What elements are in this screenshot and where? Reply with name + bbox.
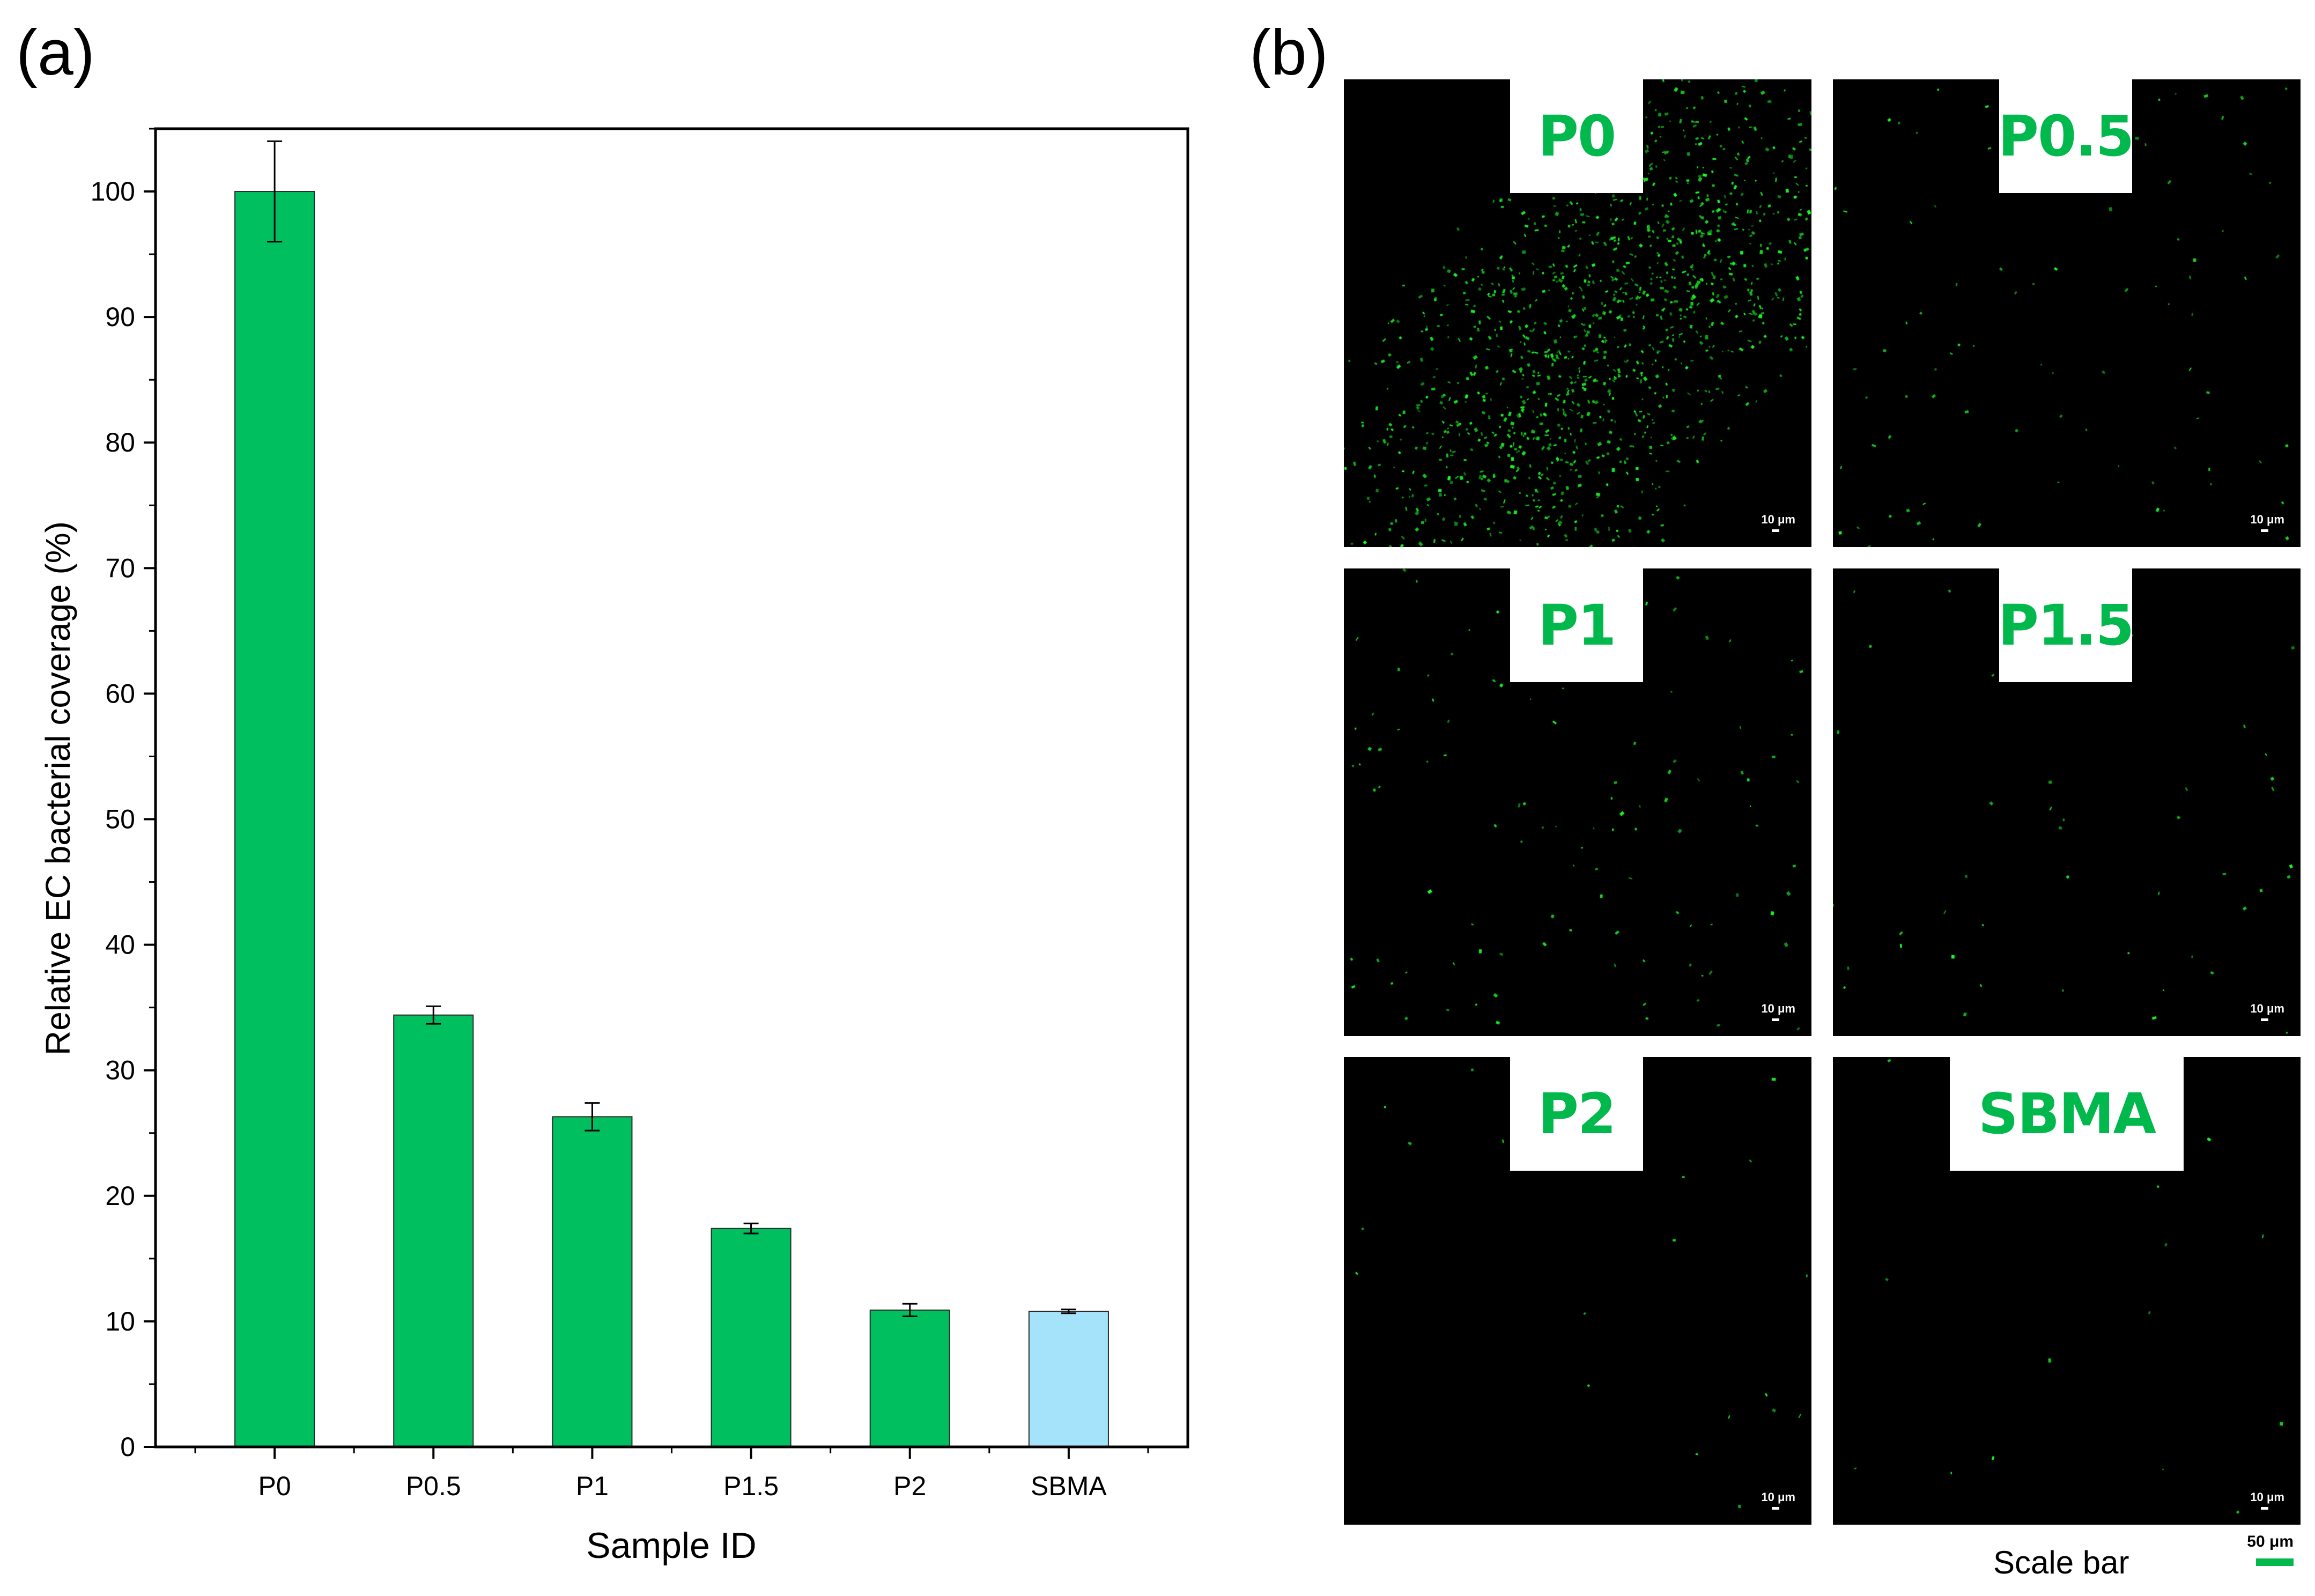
micrograph-scale-bar	[2261, 1018, 2268, 1021]
micrograph-label: P0.5	[1998, 79, 2134, 193]
micrograph-scale-text: 10 μm	[2250, 513, 2284, 526]
bar-chart: 0 10 20 30 40 50 60 70 80 90 100 P0 P0.5 P1 P1.5 P2 SBM…	[39, 127, 1189, 1566]
bar-p2	[869, 1309, 950, 1447]
panel-b-label: (b)	[1249, 17, 1328, 88]
y-tick-label: 40	[105, 930, 135, 960]
micrograph-label: P0	[1510, 79, 1643, 193]
x-tick-label: P1.5	[723, 1471, 779, 1501]
y-tick-label: 80	[105, 427, 135, 457]
y-tick-label: 100	[91, 176, 135, 206]
bar-p1	[552, 1116, 633, 1448]
micrograph-p0: P0 10 μm	[1344, 79, 1811, 547]
y-axis-label: Relative EC bacterial coverage (%)	[39, 521, 77, 1055]
x-axis-label: Sample ID	[586, 1525, 756, 1566]
scale-bar-legend: Scale bar 50 μm	[1993, 1533, 2294, 1581]
micrograph-label: P2	[1510, 1057, 1643, 1171]
bar-p0-5	[393, 1014, 474, 1447]
micrograph-scale-bar	[2261, 529, 2268, 532]
x-tick-label: P1	[576, 1471, 609, 1501]
x-tick-label: P0.5	[406, 1471, 461, 1501]
micrograph-label: P1.5	[1998, 568, 2134, 682]
error-bar-p1-5	[743, 1222, 759, 1235]
error-bar-p2	[902, 1303, 918, 1318]
micrograph-scale-text: 10 μm	[2250, 1002, 2284, 1015]
panel-a-label: (a)	[16, 17, 95, 88]
y-tick-label: 60	[105, 678, 135, 708]
bar-p1-5	[711, 1228, 792, 1448]
x-tick-label: P2	[893, 1471, 926, 1501]
scale-bar-line	[2256, 1558, 2294, 1566]
micrograph-p2: P2 10 μm	[1344, 1057, 1811, 1525]
y-tick-label: 70	[105, 553, 135, 583]
micrograph-p1-5: P1.5 10 μm	[1833, 568, 2301, 1036]
error-bar-p1	[585, 1102, 600, 1132]
micrograph-scale-text: 10 μm	[1761, 1002, 1795, 1015]
micrograph-label: P1	[1510, 568, 1643, 682]
scale-bar-label: Scale bar	[1993, 1545, 2129, 1580]
micrograph-scale-bar	[1772, 1018, 1779, 1021]
y-tick-label: 50	[105, 804, 135, 834]
y-tick-label: 30	[105, 1055, 135, 1085]
x-tick-label: P0	[258, 1471, 291, 1501]
micrograph-label: SBMA	[1950, 1057, 2184, 1171]
y-tick-label: 20	[105, 1181, 135, 1211]
micrograph-scale-bar	[2261, 1507, 2268, 1510]
micrograph-scale-bar	[1772, 1507, 1779, 1510]
error-bar-p0-5	[426, 1005, 441, 1025]
bar-sbma	[1028, 1311, 1109, 1448]
error-bar-sbma	[1061, 1309, 1076, 1314]
error-bar-p0	[267, 140, 283, 243]
micrograph-p1: P1 10 μm	[1344, 568, 1811, 1036]
y-tick-label: 0	[120, 1432, 135, 1462]
micrograph-p0-5: P0.5 10 μm	[1833, 79, 2301, 547]
y-tick-label: 10	[105, 1306, 135, 1336]
micrograph-sbma: SBMA 10 μm	[1833, 1057, 2301, 1525]
x-tick-label: SBMA	[1031, 1471, 1107, 1501]
micrograph-scale-text: 10 μm	[1761, 513, 1795, 526]
scale-bar-unit: 50 μm	[2247, 1533, 2294, 1550]
bar-p0	[234, 191, 315, 1447]
micrograph-scale-text: 10 μm	[1761, 1490, 1795, 1504]
y-tick-label: 90	[105, 302, 135, 332]
micrograph-scale-text: 10 μm	[2250, 1490, 2284, 1504]
micrograph-scale-bar	[1772, 529, 1779, 532]
